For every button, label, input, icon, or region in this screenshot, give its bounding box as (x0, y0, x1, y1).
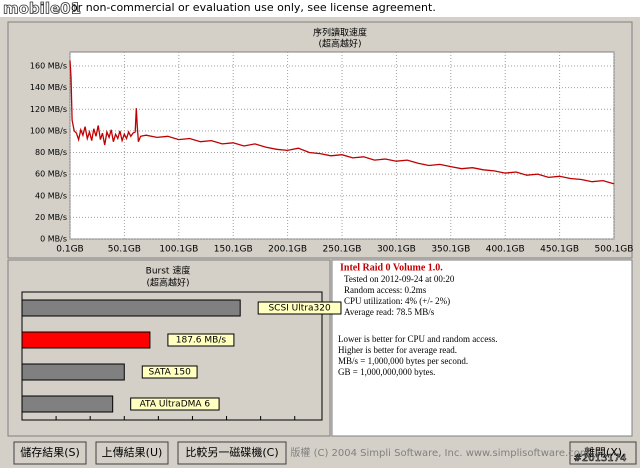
info-note: GB = 1,000,000,000 bytes. (338, 367, 435, 377)
chart-title: 序列讀取速度 (313, 27, 367, 39)
info-note: Higher is better for average read. (338, 345, 457, 355)
button-label[interactable]: 儲存結果(S) (20, 445, 80, 459)
y-tick-label: 60 MB/s (35, 170, 67, 179)
y-tick-label: 100 MB/s (30, 126, 67, 135)
y-tick-label: 80 MB/s (35, 148, 67, 157)
info-line: Random access: 0.2ms (344, 285, 427, 295)
watermark: #2013174 (574, 453, 627, 464)
bar-label: SCSI Ultra320 (268, 304, 331, 314)
x-tick-label: 300.1GB (377, 245, 416, 255)
bar (21, 331, 151, 349)
button[interactable] (95, 441, 169, 465)
plot-area (21, 291, 323, 421)
x-tick-label: 100.1GB (159, 245, 198, 255)
x-tick-label: 150.1GB (214, 245, 253, 255)
y-tick-label: 160 MB/s (30, 62, 67, 71)
info-note: Lower is better for CPU and random acces… (338, 334, 497, 344)
y-tick-label: 40 MB/s (35, 191, 67, 200)
button-label[interactable]: 離開(X) (584, 445, 622, 459)
logo: mobile01 (3, 0, 81, 18)
label-box (257, 301, 342, 315)
x-tick-label: 0.1GB (56, 245, 83, 255)
label-box (141, 365, 198, 379)
y-tick-label: 20 MB/s (35, 213, 67, 222)
bar (21, 363, 125, 381)
info-line: Average read: 78.5 MB/s (344, 307, 435, 317)
button[interactable] (569, 441, 637, 465)
info-title: Intel Raid 0 Volume 1.0. (340, 262, 443, 273)
y-tick-label: 0 MB/s (40, 235, 67, 244)
data-line (69, 60, 615, 185)
x-tick-label: 50.1GB (108, 245, 141, 255)
x-tick-label: 250.1GB (323, 245, 362, 255)
x-tick-label: 200.1GB (268, 245, 307, 255)
button[interactable] (177, 441, 287, 465)
button[interactable] (13, 441, 87, 465)
bar (21, 299, 241, 317)
bar-label: 187.6 MB/s (176, 336, 227, 346)
info-panel (331, 259, 633, 437)
y-tick-label: 140 MB/s (30, 83, 67, 92)
info-note: MB/s = 1,000,000 bytes per second. (338, 356, 468, 366)
x-tick-label: 400.1GB (486, 245, 525, 255)
chart-subtitle: (超高越好) (318, 38, 361, 50)
label-box (167, 333, 235, 347)
license-note: or non-commercial or evaluation use only… (71, 1, 436, 14)
chart-subtitle: (超高越好) (146, 277, 189, 289)
y-tick-label: 120 MB/s (30, 105, 67, 114)
x-tick-label: 500.1GB (595, 245, 634, 255)
x-tick-label: 350.1GB (431, 245, 470, 255)
button-label[interactable]: 上傳結果(U) (102, 445, 163, 459)
info-line: CPU utilization: 4% (+/- 2%) (344, 296, 450, 306)
chart-title: Burst 速度 (146, 265, 191, 277)
copyright: 版權 (C) 2004 Simpli Software, Inc. www.si… (290, 446, 589, 459)
button-label[interactable]: 比較另一磁碟機(C) (185, 445, 278, 459)
bar (21, 395, 114, 413)
bar-label: ATA UltraDMA 6 (140, 400, 211, 410)
title-bar (0, 0, 640, 17)
bar-label: SATA 150 (149, 368, 192, 378)
label-box (130, 397, 220, 411)
info-line: Tested on 2012-09-24 at 00:20 (344, 274, 455, 284)
x-tick-label: 450.1GB (540, 245, 579, 255)
